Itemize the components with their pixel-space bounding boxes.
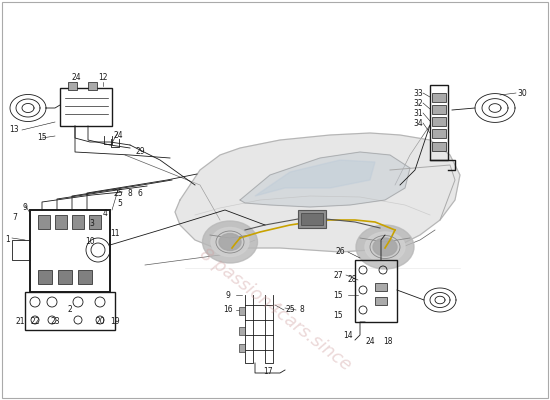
Bar [239,307,245,315]
Bar [239,344,245,352]
Bar [239,327,245,335]
Text: 12: 12 [98,74,108,82]
Text: 24: 24 [71,74,81,82]
Ellipse shape [211,228,249,256]
Text: 15: 15 [37,134,47,142]
Text: 15: 15 [333,290,343,300]
Text: 19: 19 [110,318,120,326]
Bar [58,270,72,284]
Bar [375,297,387,305]
Text: 5: 5 [118,200,123,208]
Text: 31: 31 [413,108,423,118]
Text: 20: 20 [95,318,105,326]
Text: 18: 18 [383,338,393,346]
Text: 6: 6 [138,188,142,198]
Text: 21: 21 [15,318,25,326]
Bar [432,129,446,138]
Bar [375,283,387,291]
Text: 24: 24 [113,130,123,140]
Polygon shape [175,133,460,252]
Bar [432,117,446,126]
Bar [30,210,110,292]
Text: 1: 1 [6,236,10,244]
Ellipse shape [219,234,241,250]
Ellipse shape [356,225,414,269]
Text: 15: 15 [333,310,343,320]
Text: 24: 24 [365,338,375,346]
Bar [301,213,323,225]
Text: 14: 14 [343,330,353,340]
Text: 8: 8 [300,306,304,314]
Text: 16: 16 [223,306,233,314]
Bar [55,215,67,229]
Text: 28: 28 [347,276,357,284]
Text: 17: 17 [263,368,273,376]
Bar [89,215,101,229]
Bar [60,88,112,126]
Bar [355,260,397,322]
Bar [25,292,115,330]
Bar [72,215,84,229]
Text: 8: 8 [128,188,133,198]
Text: 33: 33 [413,88,423,98]
Bar [432,105,446,114]
Bar [68,82,77,90]
Text: 23: 23 [50,318,60,326]
Text: 7: 7 [13,214,18,222]
Text: 25: 25 [285,306,295,314]
Text: 13: 13 [9,126,19,134]
Ellipse shape [365,232,405,262]
Ellipse shape [202,221,257,263]
Bar [78,270,92,284]
Text: 9: 9 [226,290,230,300]
Text: 4: 4 [102,208,107,218]
Text: 26: 26 [335,248,345,256]
Text: 32: 32 [413,98,423,108]
Text: 9: 9 [23,204,28,212]
Text: 8 passion4cars.since: 8 passion4cars.since [196,245,354,375]
Polygon shape [240,152,410,207]
Text: 22: 22 [30,318,40,326]
Bar [432,142,446,151]
Text: 34: 34 [413,118,423,128]
Bar [38,215,50,229]
Bar [38,270,52,284]
Text: 27: 27 [333,270,343,280]
Ellipse shape [373,238,397,256]
Text: 2: 2 [68,306,73,314]
Text: 10: 10 [85,238,95,246]
Bar [298,210,326,228]
Text: 3: 3 [90,218,95,228]
Text: 30: 30 [517,88,527,98]
Text: 29: 29 [135,148,145,156]
Text: 11: 11 [110,228,120,238]
Bar [432,93,446,102]
Text: 25: 25 [113,188,123,198]
Bar [88,82,97,90]
Polygon shape [255,160,375,196]
Bar [430,85,448,160]
